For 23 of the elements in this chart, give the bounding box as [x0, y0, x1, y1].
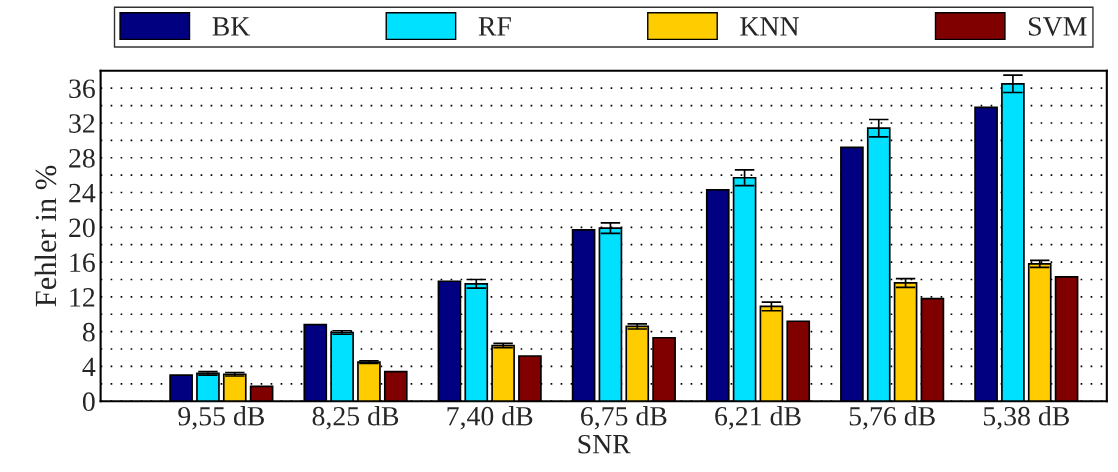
x-axis-title: SNR — [578, 434, 631, 454]
y-tick-label: 24 — [69, 183, 96, 203]
y-tick-label: 36 — [69, 79, 95, 99]
x-tick-label: 6,21 dB — [715, 406, 801, 430]
y-tick-label: 32 — [69, 114, 95, 133]
legend-label: RF — [478, 17, 511, 36]
y-tick-label: 8 — [82, 322, 95, 342]
x-tick-label: 5,76 dB — [849, 406, 935, 430]
legend-label: BK — [212, 17, 251, 36]
y-tick-label: 20 — [69, 218, 95, 238]
legend-label: SVM — [1029, 17, 1087, 36]
x-tick-label: 7,40 dB — [447, 406, 533, 430]
x-tick-label: 6,75 dB — [581, 406, 667, 430]
y-tick-label: 4 — [82, 357, 96, 377]
x-tick-label: 9,55 dB — [178, 406, 264, 430]
legend-label: KNN — [740, 17, 799, 36]
y-axis-title: Fehler in % — [34, 165, 57, 307]
x-tick-label: 8,25 dB — [312, 406, 399, 430]
y-tick-label: 0 — [82, 392, 95, 412]
x-tick-label: 5,38 dB — [983, 406, 1069, 430]
y-tick-label: 28 — [69, 148, 95, 168]
y-tick-label: 12 — [70, 288, 95, 307]
y-tick-label: 16 — [70, 253, 95, 272]
